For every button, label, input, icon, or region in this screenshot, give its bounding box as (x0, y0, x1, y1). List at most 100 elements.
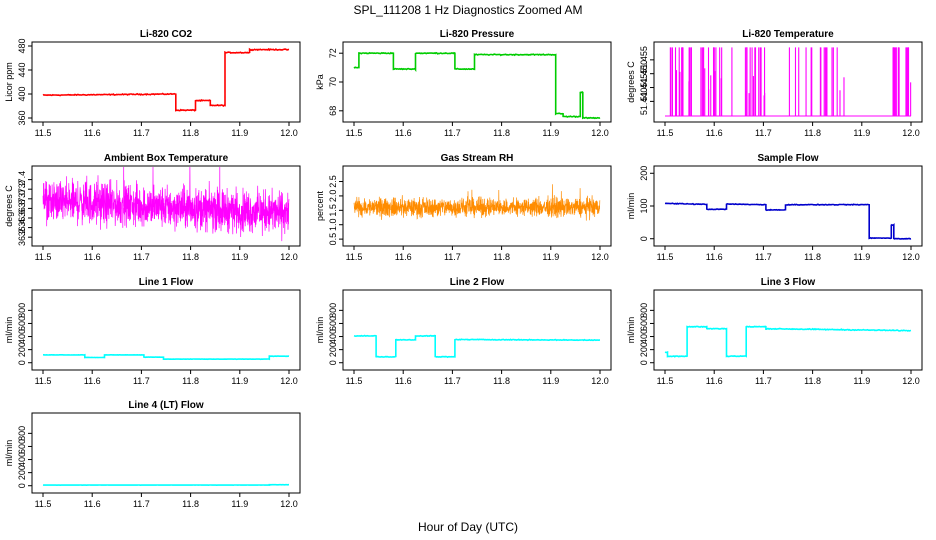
y-axis-label: percent (315, 190, 325, 221)
y-tick-label: 0.5 (328, 233, 338, 246)
x-tick-label: 12.0 (280, 376, 298, 386)
series-line (42, 167, 290, 242)
y-tick-label: 0 (17, 360, 27, 365)
y-tick-label: 2.0 (328, 190, 338, 203)
y-axis-label: ml/min (4, 440, 14, 467)
panel-1: Li-820 CO2 11.5 11.6 11.7 11.8 11.9 12.0 360 400… (4, 29, 301, 138)
y-tick-label: 400 (17, 86, 27, 101)
series-group (42, 47, 290, 112)
y-tick-label: 0 (17, 483, 27, 488)
y-tick-label: 400 (17, 329, 27, 344)
series-line (43, 353, 290, 361)
y-axis-label: ml/min (315, 317, 325, 344)
y-tick-label: 480 (17, 38, 27, 53)
panel-title: Line 4 (LT) Flow (128, 400, 204, 411)
plot-frame (31, 289, 301, 371)
x-axis-label: Hour of Day (UTC) (418, 520, 518, 534)
y-tick-label: 400 (17, 452, 27, 467)
y-axis-label: degrees C (4, 185, 14, 227)
x-tick-label: 11.6 (395, 252, 412, 262)
x-tick-label: 12.0 (280, 499, 298, 509)
y-tick-label: 36.4 (17, 219, 27, 237)
y-tick-label: 800 (17, 303, 27, 318)
x-tick-label: 11.8 (804, 128, 821, 138)
panel-title: Gas Stream RH (441, 153, 514, 164)
series-group (353, 334, 600, 359)
y-tick-label: 800 (639, 303, 649, 318)
y-tick-label: 0 (328, 360, 338, 365)
figure-title: SPL_111208 1 Hz Diagnostics Zoomed AM (353, 3, 582, 17)
series-group (664, 202, 912, 240)
series-line (42, 47, 290, 112)
panel-7: Line 1 Flow 11.5 11.6 11.7 11.8 11.9 12.0 0 2004… (4, 277, 301, 386)
y-tick-label: 37.4 (17, 171, 27, 189)
series-line (42, 483, 289, 487)
y-tick-label: 200 (17, 342, 27, 357)
x-tick-label: 11.7 (133, 376, 150, 386)
x-tick-label: 11.5 (657, 252, 674, 262)
x-tick-label: 11.7 (444, 128, 461, 138)
x-tick-label: 11.6 (706, 376, 723, 386)
panel-5: Gas Stream RH 11.5 11.6 11.7 11.8 11.9 12.0 0.5… (315, 153, 612, 262)
plot-frame (31, 412, 301, 494)
x-tick-label: 11.7 (133, 128, 150, 138)
x-tick-label: 11.7 (755, 128, 772, 138)
x-tick-label: 11.5 (35, 376, 52, 386)
y-tick-label: 200 (639, 166, 649, 181)
x-tick-label: 11.5 (657, 128, 674, 138)
y-axis-label: kPa (315, 74, 325, 90)
series-group (42, 167, 290, 242)
series-group (42, 483, 289, 487)
y-tick-label: 68 (328, 106, 338, 116)
x-tick-label: 12.0 (280, 128, 298, 138)
y-tick-label: 51.440 (639, 88, 649, 116)
x-tick-label: 11.5 (346, 376, 363, 386)
y-tick-label: 1.5 (328, 204, 338, 217)
x-tick-label: 11.9 (231, 128, 248, 138)
y-tick-label: 1.0 (328, 218, 338, 231)
x-tick-label: 11.7 (755, 252, 772, 262)
series-line (664, 202, 912, 240)
x-tick-label: 11.5 (35, 252, 52, 262)
panel-title: Li-820 Pressure (440, 29, 515, 40)
y-tick-label: 400 (328, 329, 338, 344)
series-group (665, 47, 912, 117)
x-tick-label: 11.9 (231, 252, 248, 262)
x-tick-label: 11.6 (84, 252, 101, 262)
x-tick-label: 11.6 (84, 376, 101, 386)
x-tick-label: 11.6 (706, 128, 723, 138)
panel-2: Li-820 Pressure 11.5 11.6 11.7 11.8 11.9 12.0 6… (315, 29, 612, 138)
x-tick-label: 12.0 (591, 128, 609, 138)
panel-title: Line 1 Flow (139, 277, 194, 288)
y-tick-label: 36.8 (17, 200, 27, 218)
x-tick-label: 12.0 (591, 376, 609, 386)
plot-frame (31, 165, 301, 247)
plot-frame (653, 289, 923, 371)
x-tick-label: 11.9 (231, 499, 248, 509)
x-tick-label: 11.8 (804, 252, 821, 262)
x-tick-label: 11.7 (444, 376, 461, 386)
panel-3: Li-820 Temperature 11.5 11.6 11.7 11.8 11.9 12… (626, 29, 923, 138)
y-tick-label: 200 (17, 465, 27, 480)
x-tick-label: 11.6 (84, 128, 101, 138)
x-tick-label: 11.9 (231, 376, 248, 386)
y-tick-label: 600 (639, 316, 649, 331)
series-group (353, 51, 601, 120)
y-axis-label: degrees C (626, 61, 636, 103)
x-tick-label: 11.8 (493, 376, 510, 386)
panel-title: Ambient Box Temperature (104, 153, 229, 164)
panel-6: Sample Flow 11.5 11.6 11.7 11.8 11.9 12.0 0 100 2… (626, 153, 923, 262)
panel-title: Li-820 CO2 (140, 29, 193, 40)
x-tick-label: 11.5 (346, 128, 363, 138)
x-tick-label: 11.8 (182, 376, 199, 386)
y-tick-label: 36.2 (17, 228, 27, 246)
x-tick-label: 11.8 (182, 252, 199, 262)
x-tick-label: 11.7 (755, 376, 772, 386)
x-tick-label: 12.0 (280, 252, 298, 262)
x-tick-label: 11.5 (35, 128, 52, 138)
x-tick-label: 12.0 (902, 252, 920, 262)
x-tick-label: 11.8 (182, 128, 199, 138)
series-line (664, 325, 912, 358)
series-group (43, 353, 290, 361)
